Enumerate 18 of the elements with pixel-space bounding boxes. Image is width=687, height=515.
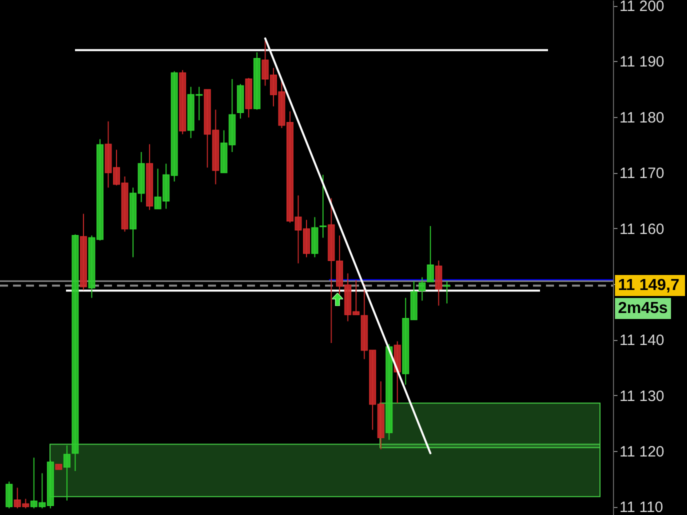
y-tick-label: 11 180 <box>620 109 664 126</box>
candlestick <box>418 276 426 302</box>
y-tick-label: 11 190 <box>620 54 664 71</box>
candlestick <box>435 260 442 306</box>
y-tick-label: 11 170 <box>620 165 664 182</box>
candlestick <box>6 481 13 509</box>
text: 2m45s <box>615 298 671 319</box>
y-tick-label: 11 200 <box>620 0 664 16</box>
candlestick <box>63 444 70 502</box>
ref-line-label: 11 149,7 <box>615 274 685 296</box>
candlestick <box>426 226 434 282</box>
y-tick-label: 11 120 <box>620 443 664 460</box>
y-tick-label: 11 130 <box>620 388 664 405</box>
y-tick-label: 11 140 <box>620 332 664 350</box>
candlestick <box>320 174 327 238</box>
y-tick-label: 11 110 <box>620 499 664 515</box>
y-tick-label: 11 160 <box>620 220 664 238</box>
candlestick <box>443 280 450 304</box>
